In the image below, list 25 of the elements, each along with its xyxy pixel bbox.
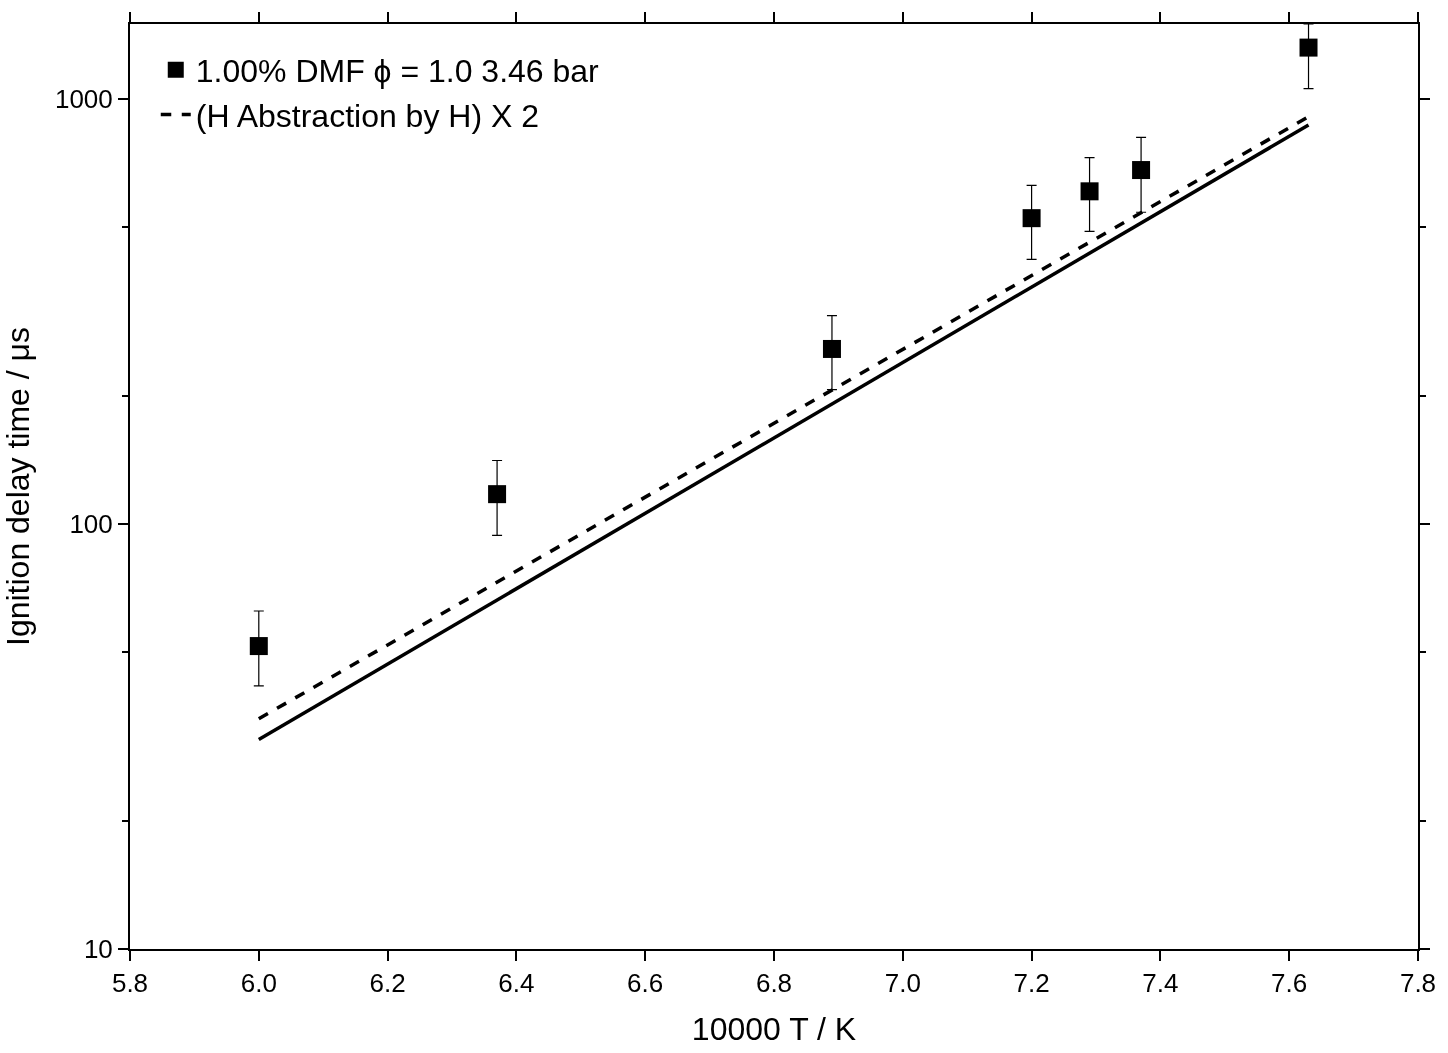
x-tick-label: 5.8 <box>111 968 149 999</box>
point <box>1132 161 1151 180</box>
point <box>822 339 841 358</box>
x-tick-label: 7.4 <box>1142 968 1179 999</box>
y-tick-label: 1000 <box>54 83 113 114</box>
point <box>488 485 507 504</box>
legend-label: 1.00% DMF ϕ = 1.0 3.46 bar <box>195 53 600 90</box>
x-tick-label: 6.2 <box>369 968 406 999</box>
x-tick-label: 7.2 <box>1013 968 1050 999</box>
point <box>1080 182 1099 201</box>
y-tick-label: 100 <box>69 509 113 540</box>
x-axis-title: 10000 T / K <box>691 1010 857 1047</box>
x-tick-label: 6.8 <box>755 968 793 999</box>
point <box>249 637 268 656</box>
legend-label: (H Abstraction by H) X 2 <box>195 97 539 134</box>
x-tick-label: 7.6 <box>1271 968 1308 999</box>
x-tick-label: 6.4 <box>498 968 535 999</box>
y-tick-label: 10 <box>83 934 113 965</box>
x-tick-label: 6.0 <box>240 968 277 999</box>
x-tick-label: 7.0 <box>884 968 921 999</box>
point <box>1299 38 1318 57</box>
point <box>1022 209 1041 228</box>
x-tick-label: 6.6 <box>627 968 664 999</box>
y-axis-title: Ignition delay time / μs <box>0 326 36 647</box>
x-tick-label: 7.8 <box>1399 968 1437 999</box>
